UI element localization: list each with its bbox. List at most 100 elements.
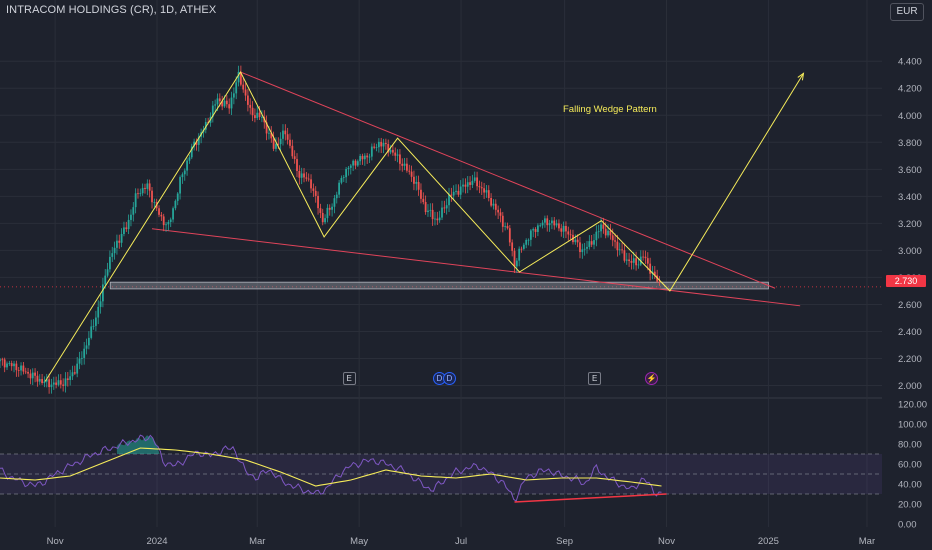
rsi-overbought-fill [116,435,164,454]
rsi-tick-label: 40.00 [898,480,922,491]
candle-body [377,141,380,148]
candle-body [443,207,446,209]
currency-button[interactable]: EUR [890,3,924,21]
candle-body [579,242,581,253]
rsi-tick-label: 80.00 [898,440,922,451]
candle-body [607,230,609,236]
candle-body [583,248,586,250]
candle-body [618,249,621,251]
candle-body [228,104,231,109]
candle-body [256,112,259,119]
candle-body [328,207,331,210]
candle-body [66,378,69,380]
time-tick-label: Nov [47,536,64,547]
candle-body [389,149,392,153]
candle-body [504,226,507,227]
candle-body [312,188,315,191]
candle-body [513,250,516,267]
wedge-lower-line [151,228,801,307]
earnings-event-marker[interactable]: E [342,372,356,385]
time-tick-label: Mar [859,536,875,547]
candle-body [359,155,362,162]
candle-body [625,259,628,261]
candle-body [473,177,476,181]
candle-body [354,160,357,166]
candle-body [511,242,514,251]
candle-body [642,256,645,258]
candle-body [492,203,495,206]
candle-body [427,210,429,213]
candle-body [317,195,319,209]
candle-body [296,159,298,171]
candle-body [658,281,661,283]
candle-body [52,382,55,385]
candle-body [628,259,630,262]
candle-body [534,229,537,232]
candle-body [558,223,560,229]
candle-body [590,241,593,245]
candle-body [326,207,329,219]
candle-body [235,82,238,94]
price-tick-label: 3.000 [898,246,922,257]
candle-body [71,372,74,377]
candle-body [85,345,88,349]
candle-body [197,136,200,145]
candle-body [368,156,371,158]
candle-body [614,240,616,242]
candle-body [3,359,6,368]
dividend-event-marker[interactable]: D [442,372,456,385]
candle-body [179,177,181,194]
price-tick-label: 2.000 [898,381,922,392]
candle-body [335,194,338,199]
candle-body [102,284,104,302]
candle-body [239,71,242,85]
candle-body [97,306,100,318]
candle-body [298,170,301,178]
candle-body [401,163,404,166]
candle-body [345,169,348,178]
candle-body [436,218,439,221]
drawings [109,71,801,307]
candle-body [284,130,287,135]
candle-body [289,139,291,146]
candle-body [116,240,118,248]
candle-body [331,206,333,210]
candle-body [445,205,448,209]
candle-body [464,184,467,187]
candle-body [499,212,502,216]
candle-body [338,182,341,195]
rsi-tick-label: 0.00 [898,520,917,531]
candle-body [452,191,455,196]
candle-body [623,250,626,261]
candle-body [73,372,76,374]
candle-body [223,100,226,107]
candle-body [48,379,51,388]
candle-body [109,256,111,270]
candle-body [515,260,518,267]
time-tick-label: Sep [556,536,573,547]
candle-body [380,141,383,147]
time-tick-label: Mar [249,536,265,547]
candle-body [254,115,256,119]
candle-body [130,214,132,220]
rsi-tick-label: 100.00 [898,420,927,431]
candle-body [249,104,252,108]
candle-body [144,187,146,189]
earnings-event-marker[interactable]: E [588,372,602,385]
price-tick-label: 3.600 [898,165,922,176]
candle-body [340,177,343,183]
candle-body [118,240,121,243]
candle-body [92,325,95,327]
grid-lines [0,0,882,527]
candle-body [422,198,425,203]
candle-body [76,363,79,374]
candle-body [352,160,355,166]
candle-body [106,269,109,276]
candle-body [282,130,284,139]
candle-body [165,224,167,226]
split-event-marker[interactable]: ⚡ [644,372,658,385]
candle-body [448,194,450,206]
candle-body [649,263,652,274]
price-tick-label: 4.200 [898,84,922,95]
